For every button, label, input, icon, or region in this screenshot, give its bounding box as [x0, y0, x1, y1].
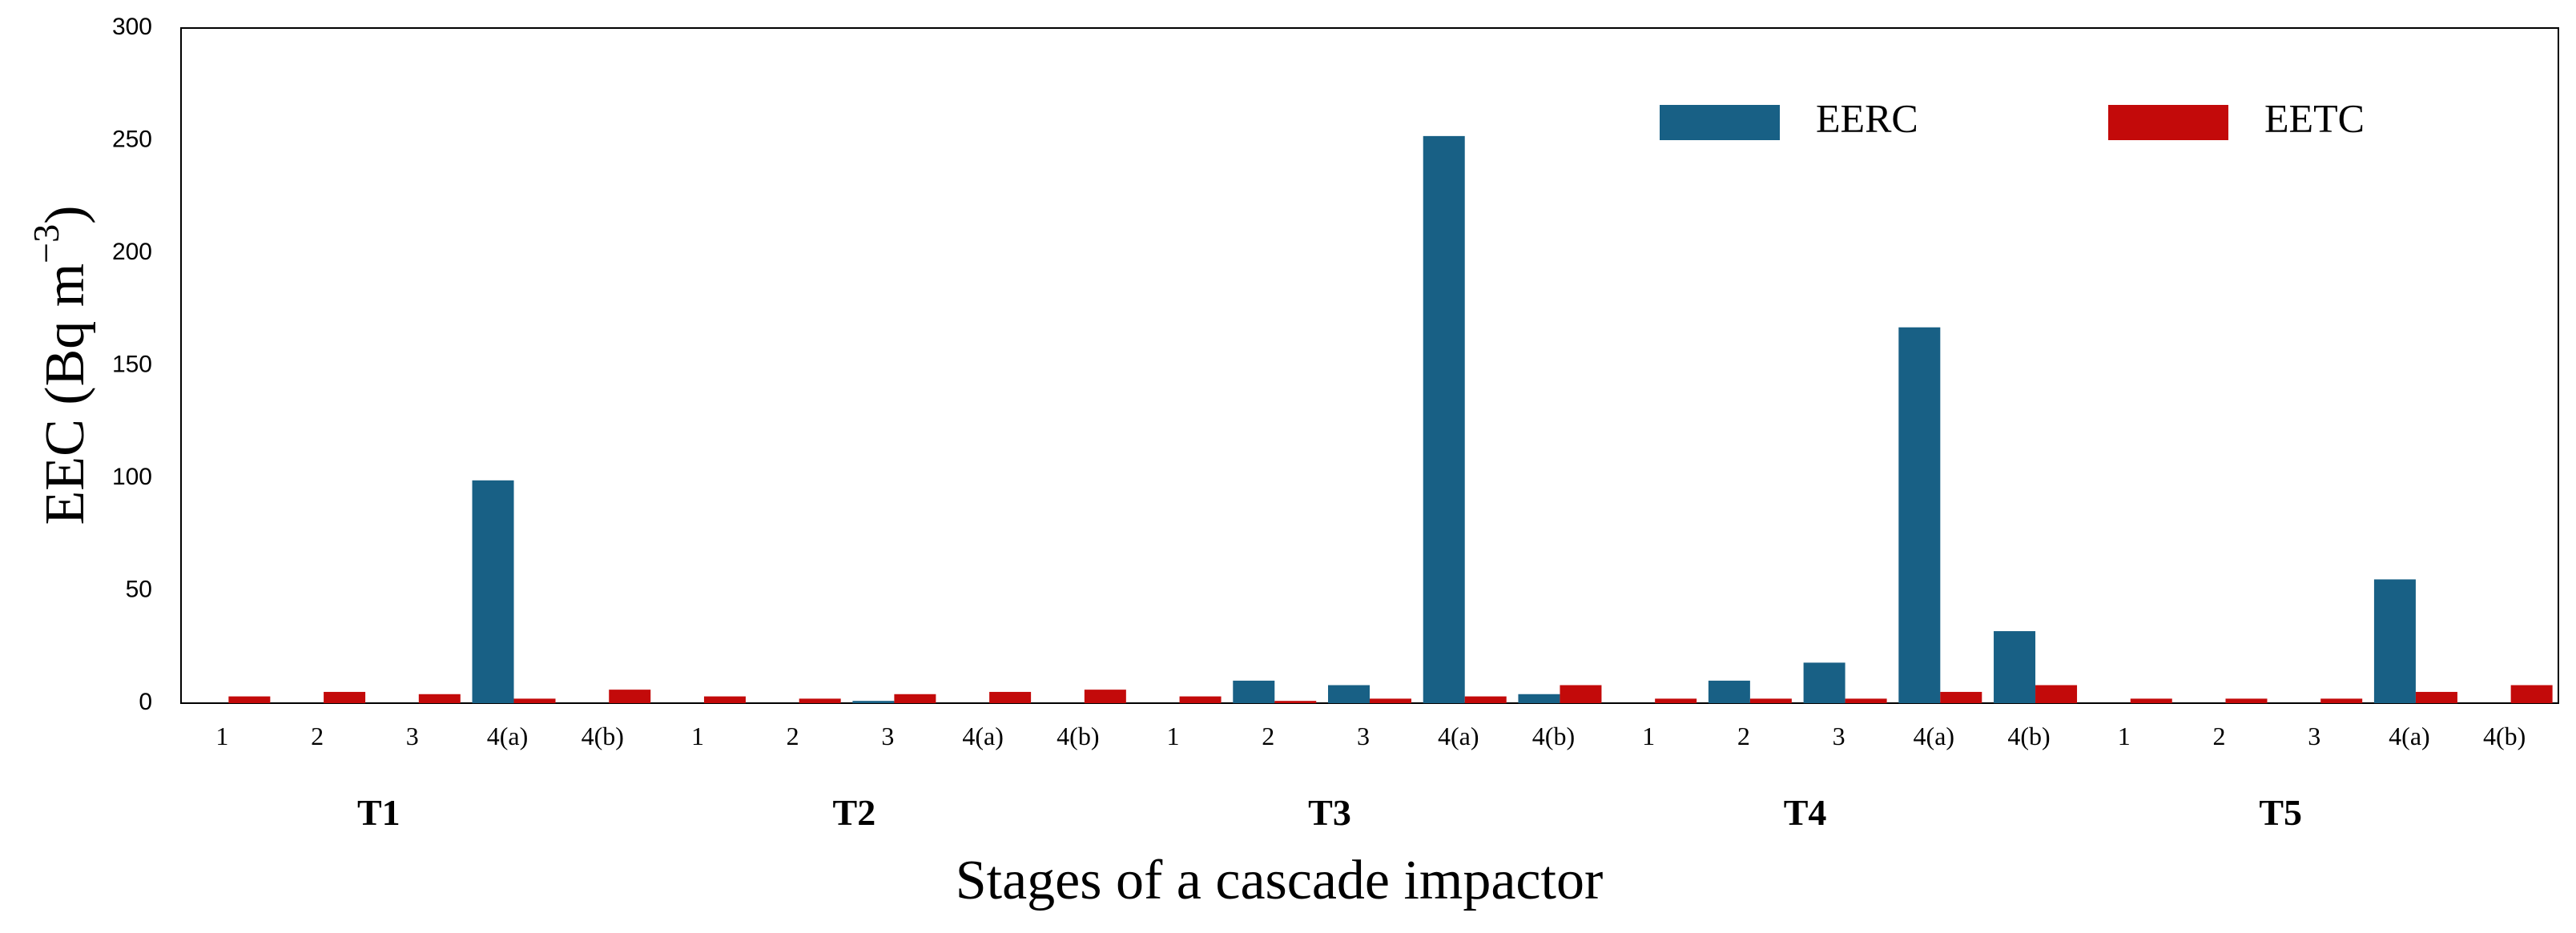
bar-eerc	[1423, 135, 1465, 703]
bar-eetc	[703, 696, 746, 703]
stage-label: 3	[2308, 722, 2320, 750]
bar-eetc	[1749, 698, 1792, 703]
y-tick-label: 100	[112, 464, 152, 490]
bar-eerc	[472, 480, 514, 703]
stage-label: 4(a)	[2389, 722, 2430, 750]
stage-label: 4(b)	[582, 722, 624, 750]
bar-eetc	[989, 691, 1032, 703]
legend-swatch-eetc	[2108, 105, 2228, 140]
stage-label: 3	[406, 722, 419, 750]
bar-eetc	[1940, 691, 1982, 703]
stage-label: 3	[1833, 722, 1845, 750]
stage-label: 4(b)	[2483, 722, 2526, 750]
y-tick-label: 300	[112, 14, 152, 40]
bar-eetc	[1084, 690, 1126, 703]
legend: EERC EETC	[1660, 95, 2365, 140]
stage-label: 2	[311, 722, 324, 750]
stage-label: 1	[1167, 722, 1180, 750]
bar-eetc	[609, 690, 651, 703]
bar-eerc	[852, 701, 895, 703]
bar-eetc	[2510, 685, 2553, 703]
legend-label-eetc: EETC	[2264, 95, 2365, 140]
stage-label: 4(a)	[1438, 722, 1479, 750]
bar-eetc	[1179, 696, 1222, 703]
bar-eetc	[418, 694, 461, 703]
bar-eetc	[1274, 701, 1317, 703]
stage-label: 4(a)	[962, 722, 1004, 750]
x-axis-stage-labels: 1 2 3 4(a) 4(b) 1 2 3 4(a) 4(b) 1 2 3 4(a) 4(b) 1 2 3 4(a)…	[215, 722, 2526, 750]
group-label: T4	[1784, 792, 1827, 833]
bar-eetc	[2130, 698, 2172, 703]
bar-eetc	[1464, 696, 1507, 703]
legend-label-eerc: EERC	[1816, 95, 1918, 140]
stage-label: 4(a)	[1914, 722, 1955, 750]
bar-eetc	[1370, 698, 1411, 703]
bar-eetc	[228, 696, 271, 703]
y-axis-title-close: )	[34, 206, 96, 224]
stage-label: 2	[787, 722, 799, 750]
stage-label: 3	[1357, 722, 1370, 750]
bar-eetc	[1560, 685, 1602, 703]
y-axis-title: EEC (Bq m−3)	[26, 206, 97, 525]
stage-label: 4(b)	[2007, 722, 2050, 750]
group-label: T1	[357, 792, 400, 833]
bar-eerc	[1708, 680, 1750, 703]
y-tick-label: 250	[112, 126, 152, 152]
bar-eetc	[799, 698, 841, 703]
y-tick-label: 200	[112, 239, 152, 265]
bar-eetc	[2320, 698, 2363, 703]
group-label: T2	[833, 792, 876, 833]
group-label: T3	[1308, 792, 1351, 833]
stage-label: 1	[1642, 722, 1655, 750]
stage-label: 1	[691, 722, 704, 750]
bar-eerc	[1803, 662, 1845, 703]
stage-label: 2	[1262, 722, 1274, 750]
group-label: T5	[2259, 792, 2302, 833]
bar-eetc	[894, 694, 936, 703]
bar-eetc	[2415, 691, 2457, 703]
bar-eetc	[2225, 698, 2268, 703]
y-tick-label: 50	[126, 576, 152, 602]
bars	[228, 135, 2553, 703]
stage-label: 4(a)	[487, 722, 529, 750]
y-axis-ticks: 0 50 100 150 200 250 300	[112, 14, 152, 715]
stage-label: 1	[215, 722, 228, 750]
bar-eerc	[1994, 631, 2036, 703]
stage-label: 2	[2212, 722, 2225, 750]
bar-eerc	[1233, 680, 1275, 703]
bar-eetc	[1845, 698, 1887, 703]
bar-eerc	[1328, 685, 1370, 703]
bar-eerc	[1518, 694, 1560, 703]
x-axis-group-labels: T1 T2 T3 T4 T5	[357, 792, 2302, 833]
bar-eerc	[1898, 327, 1941, 703]
bar-eerc	[2373, 579, 2416, 703]
x-axis-title: Stages of a cascade impactor	[956, 850, 1604, 911]
bar-eetc	[513, 698, 556, 703]
stage-label: 3	[881, 722, 894, 750]
stage-label: 2	[1737, 722, 1750, 750]
stage-label: 4(b)	[1532, 722, 1575, 750]
stage-label: 4(b)	[1057, 722, 1099, 750]
bar-eetc	[1655, 698, 1697, 703]
y-axis-title-superscript: −3	[26, 224, 66, 263]
bar-eetc	[324, 691, 366, 703]
y-tick-label: 0	[139, 689, 152, 715]
y-tick-label: 150	[112, 351, 152, 377]
stage-label: 1	[2118, 722, 2131, 750]
bar-eetc	[2035, 685, 2078, 703]
y-axis-title-main: EEC (Bq m	[34, 263, 96, 525]
legend-swatch-eerc	[1660, 105, 1780, 140]
